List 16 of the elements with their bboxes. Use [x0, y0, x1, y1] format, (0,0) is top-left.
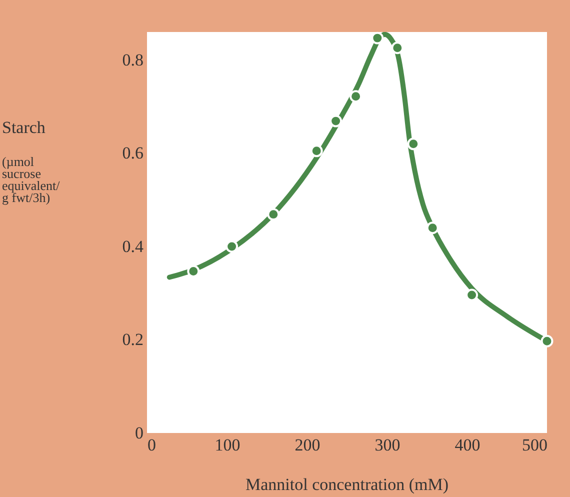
y-tick-label: 0.6: [122, 144, 144, 163]
x-tick-label: 0: [148, 436, 156, 454]
x-tick-label: 300: [374, 436, 400, 454]
y-tick-label: 0.4: [122, 236, 144, 256]
point: [267, 208, 280, 221]
y-tick-label: 0.2: [122, 330, 144, 350]
point: [426, 222, 439, 234]
y-tick-label: 0.8: [122, 50, 144, 70]
y-axis-title: Starch (µmol sucrose equivalent/ g fwt/3h): [2, 118, 60, 205]
point: [540, 334, 554, 348]
x-tick-label: 500: [522, 436, 548, 454]
x-tick-label: 100: [214, 436, 240, 454]
x-tick-label: 400: [454, 436, 480, 454]
y-tick-label: 0: [135, 424, 144, 442]
x-axis-title: Mannitol concentration (mM): [245, 475, 449, 494]
x-tick-label: 200: [294, 436, 320, 454]
